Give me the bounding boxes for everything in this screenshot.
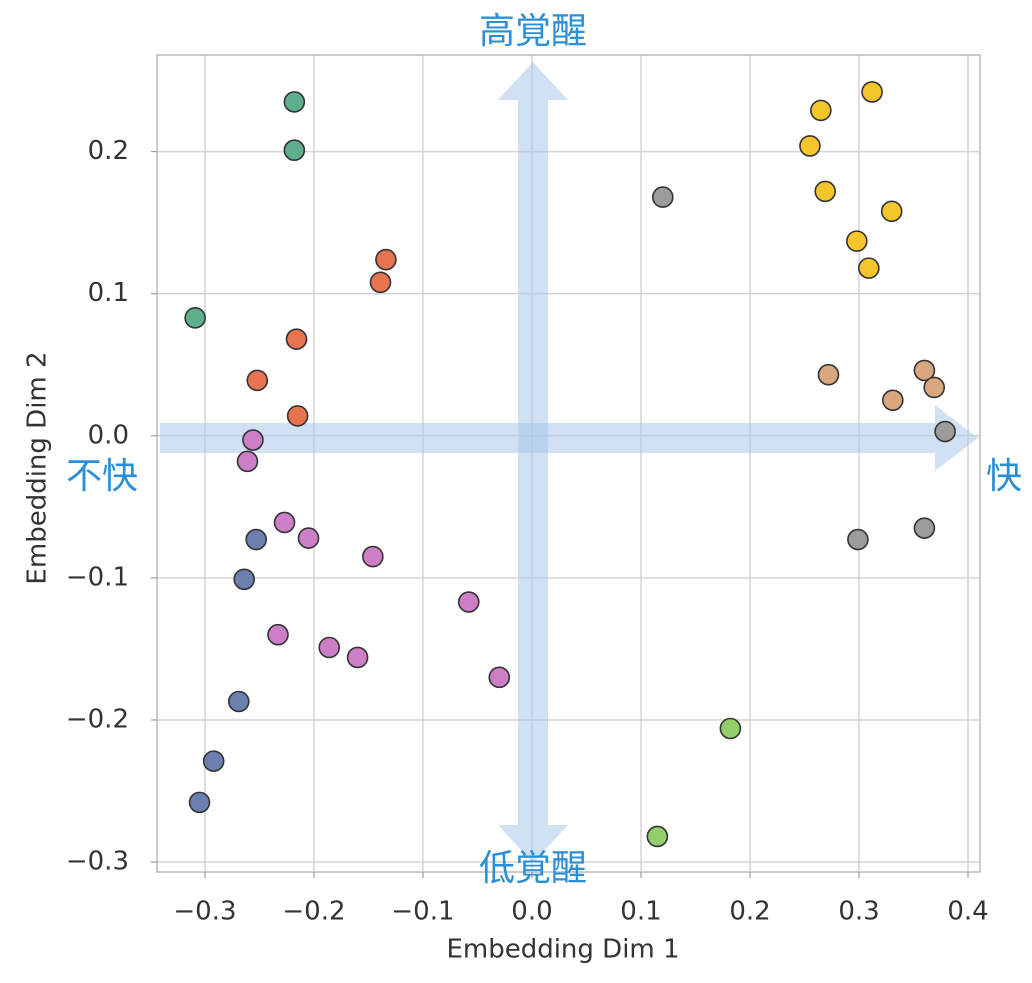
- x-tick-label: 0.2: [729, 897, 770, 927]
- point: [227, 690, 250, 713]
- point: [846, 230, 868, 252]
- point: [457, 591, 480, 613]
- x-tick-label: −0.1: [391, 897, 454, 927]
- point: [719, 717, 742, 740]
- vertical-arrow: [498, 62, 568, 863]
- point: [934, 420, 956, 443]
- point: [814, 180, 837, 203]
- point: [375, 248, 397, 271]
- point: [184, 307, 206, 329]
- point: [362, 545, 384, 568]
- y-tick-label: −0.3: [66, 847, 129, 877]
- x-tick-label: 0.1: [620, 897, 661, 927]
- y-tick-label: 0.2: [88, 136, 129, 166]
- point: [245, 528, 267, 551]
- point: [858, 257, 880, 279]
- grid: [157, 55, 980, 872]
- point: [233, 568, 256, 591]
- point: [810, 99, 832, 122]
- x-axis-label: Embedding Dim 1: [446, 935, 679, 965]
- y-tick-label: −0.1: [66, 562, 129, 592]
- point: [799, 135, 821, 157]
- point: [488, 666, 511, 689]
- annotation-left: 不快: [66, 456, 138, 497]
- point: [651, 186, 674, 208]
- point: [880, 200, 903, 223]
- y-tick-label: 0.1: [88, 278, 129, 308]
- point: [346, 646, 369, 669]
- point: [285, 328, 308, 350]
- point: [202, 750, 225, 772]
- y-axis-label: Embedding Dim 2: [23, 351, 53, 584]
- point: [847, 528, 869, 551]
- point: [236, 450, 259, 473]
- y-tick-label: −0.2: [66, 704, 129, 734]
- annotation-top: 高覚醒: [479, 11, 587, 52]
- point: [246, 369, 269, 392]
- point: [283, 91, 306, 113]
- point: [188, 791, 211, 814]
- point: [913, 359, 936, 382]
- plot-frame: [156, 54, 981, 873]
- x-tick-label: 0.4: [947, 897, 988, 927]
- point: [283, 139, 306, 161]
- point: [913, 517, 936, 539]
- points: [184, 81, 956, 848]
- point: [646, 825, 669, 848]
- x-tick-label: −0.2: [282, 897, 345, 927]
- point: [369, 271, 392, 294]
- y-tick-label: 0.0: [88, 420, 129, 450]
- point: [267, 623, 289, 646]
- horizontal-arrow: [160, 405, 978, 471]
- point: [923, 376, 946, 399]
- arousal-arrows: [160, 62, 978, 863]
- x-tick-label: −0.3: [173, 897, 236, 927]
- annotation-bottom: 低覚醒: [479, 848, 587, 889]
- point: [273, 511, 296, 534]
- point: [817, 363, 840, 386]
- point: [242, 429, 264, 451]
- point: [861, 81, 883, 103]
- point: [318, 636, 341, 659]
- x-tick-label: 0.3: [838, 897, 879, 927]
- annotation-right: 快: [986, 456, 1022, 497]
- point: [286, 405, 309, 427]
- point: [297, 527, 320, 549]
- x-tick-label: 0.0: [511, 897, 552, 927]
- point: [881, 389, 904, 412]
